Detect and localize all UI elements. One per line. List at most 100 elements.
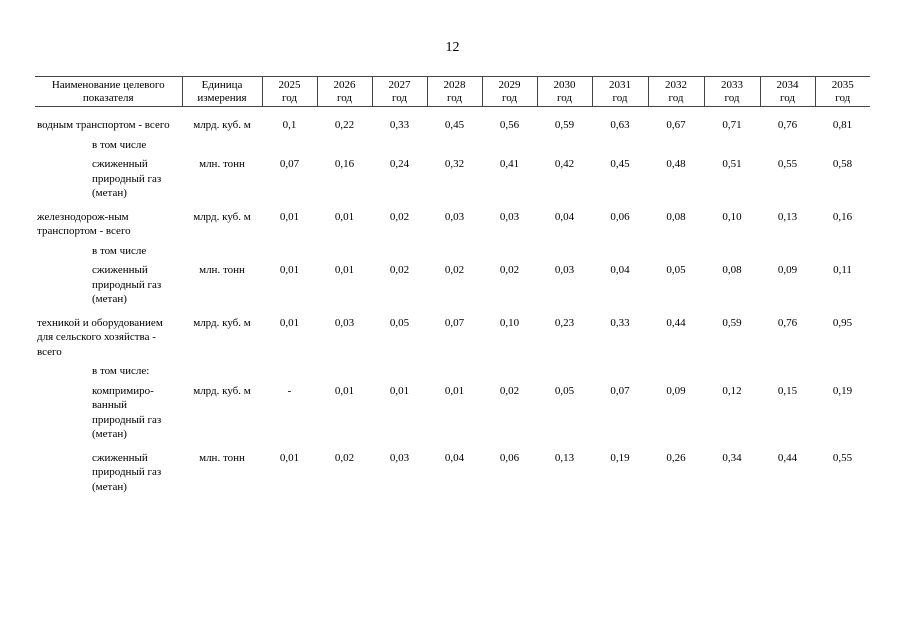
header-year-number: 2029 [498,79,521,91]
indicator-value: 0,03 [334,316,355,329]
indicator-value [648,239,704,259]
indicator-value [704,133,760,153]
indicator-value: 0,67 [666,119,686,131]
indicator-value: 0,51 [722,158,742,170]
indicator-value: 0,16 [832,210,853,223]
indicator-value: 0,02 [389,264,410,276]
indicator-value: 0,32 [444,158,465,170]
indicator-name: сжиженный природный газ (метан) [92,158,162,199]
indicator-value [482,133,537,153]
header-year: 2026 год [316,76,372,107]
header-year: 2033 год [703,76,760,107]
indicator-value: 0,01 [389,384,410,397]
indicator-value: 0,07 [610,384,630,397]
indicator-value [760,133,815,153]
indicator-unit: млрд. куб. м [193,210,251,223]
header-year: 2034 год [759,76,815,107]
indicator-value: 0,01 [279,316,300,329]
indicator-value: 0,45 [444,119,465,131]
indicator-value [704,359,760,379]
table-row: в том числе [35,133,870,153]
indicator-value [262,133,317,153]
indicator-unit: млрд. куб. м [193,384,251,397]
indicator-unit: млрд. куб. м [193,119,251,131]
header-year-number: 2033 [721,79,743,91]
indicator-value: 0,76 [777,316,798,329]
indicator-value: 0,03 [389,451,410,464]
header-unit-line-1: Единица [201,79,243,91]
indicator-value: 0,01 [444,384,465,397]
indicator-value [815,133,870,153]
indicator-value: 0,09 [777,264,798,276]
indicator-value [648,359,704,379]
indicator-name: сжиженный природный газ (метан) [92,264,162,305]
indicator-value: 0,26 [666,451,686,464]
indicator-value: 0,04 [554,210,575,223]
indicator-value: 0,02 [334,451,355,464]
indicator-value: 0,63 [610,119,630,131]
indicator-name: железнодорож-ным транспортом - всего [37,210,131,238]
indicator-value: 0,44 [666,316,686,329]
indicator-value: 0,10 [722,210,742,223]
indicator-value [815,239,870,259]
header-year: 2035 год [814,76,870,107]
header-year-word: год [556,92,573,104]
header-year-word: год [779,92,796,104]
indicator-value: 0,23 [554,316,575,329]
header-year: 2028 год [426,76,482,107]
header-year-number: 2028 [443,79,466,91]
indicator-value: 0,44 [777,451,798,464]
indicator-value: 0,03 [499,210,520,223]
header-year-number: 2035 [831,79,854,91]
indicator-value: 0,02 [444,264,465,276]
indicator-value [317,239,372,259]
indicator-value: 0,01 [279,210,300,223]
indicator-value: 0,71 [722,119,742,131]
header-year-word: год [835,92,851,104]
indicator-value [815,359,870,379]
indicator-value: 0,76 [777,119,798,131]
indicator-unit [182,239,262,259]
header-year-word: год [281,92,298,104]
indicator-name: водным транспортом - всего [37,119,170,131]
header-year-word: год [668,92,684,104]
indicator-value: 0,41 [499,158,520,170]
indicator-value [760,359,815,379]
table-header-row: Наименование целевого показателя Единица… [35,76,870,107]
indicator-value: 0,19 [610,451,630,464]
indicator-value: 0,22 [334,119,355,131]
indicator-value: 0,56 [499,119,520,131]
indicator-name: в том числе: [92,365,150,377]
header-year-number: 2027 [388,79,411,91]
table-row: сжиженный природный газ (метан) млн. тонн… [35,258,870,307]
header-year-number: 2025 [278,79,301,91]
indicator-unit [182,133,262,153]
indicator-value: 0,05 [389,316,410,329]
indicator-value: 0,81 [832,119,853,131]
indicator-value [372,133,427,153]
header-year-number: 2032 [665,79,687,91]
indicator-value: 0,16 [334,158,355,170]
indicator-value: 0,04 [610,264,630,276]
table-spacer [35,107,870,119]
indicator-value: 0,59 [554,119,575,131]
header-year-number: 2030 [553,79,576,91]
header-year-word: год [724,92,740,104]
indicator-value: 0,05 [554,384,575,397]
indicator-value: 0,24 [389,158,410,170]
header-year-word: год [391,92,408,104]
indicator-value: 0,02 [499,264,520,276]
indicator-value: 0,13 [554,451,575,464]
indicator-value: 0,48 [666,158,686,170]
indicator-value [537,239,592,259]
indicator-value: - [287,384,292,397]
indicator-unit: млн. тонн [199,158,245,170]
header-year: 2025 год [261,76,317,107]
indicator-value [537,359,592,379]
indicator-name: в том числе [92,138,147,151]
indicator-value: 0,55 [832,451,853,464]
table-row: компримиро-ванный природный газ (метан) м… [35,379,870,442]
page-number: 12 [445,40,460,55]
header-year-number: 2026 [333,79,356,91]
indicator-value [427,239,482,259]
